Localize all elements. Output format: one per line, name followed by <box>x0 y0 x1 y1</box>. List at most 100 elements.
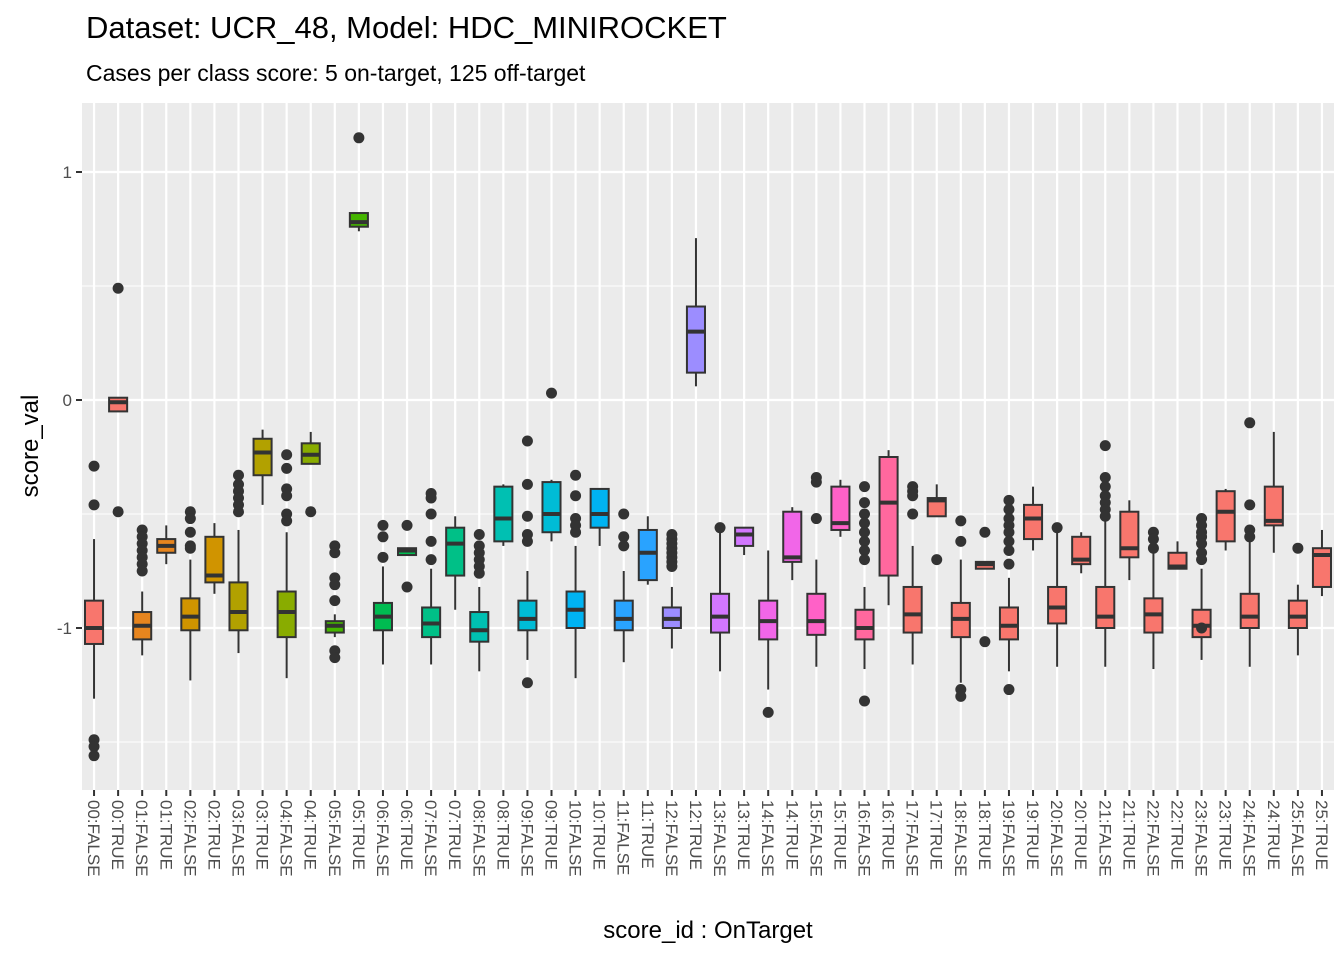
outlier-point <box>233 506 244 518</box>
outlier-point <box>1196 554 1208 566</box>
box-01:TRUE <box>156 525 177 565</box>
x-tick-label: 11:FALSE <box>614 800 633 875</box>
box-15:FALSE <box>806 472 827 667</box>
outlier-point <box>810 476 822 488</box>
outlier-point <box>521 510 533 522</box>
x-tick-label: 12:FALSE <box>662 800 681 877</box>
box-iqr <box>108 396 129 413</box>
x-tick-label: 16:TRUE <box>879 800 898 870</box>
outlier-point <box>353 132 365 144</box>
box-iqr <box>180 597 201 632</box>
outlier-point <box>618 508 630 520</box>
axes: 1 0 -1 00:FALSE 00:TRUE 01:FALSE 01:TRUE 02:FAL… <box>57 163 1331 877</box>
outlier-point <box>184 526 196 538</box>
box-iqr <box>637 528 658 582</box>
outlier-point <box>521 677 533 689</box>
x-tick-label: 21:FALSE <box>1095 800 1114 877</box>
box-11:TRUE <box>637 516 658 585</box>
box-05:TRUE <box>348 132 369 232</box>
outlier-point <box>281 449 293 461</box>
box-iqr <box>806 592 827 636</box>
outlier-point <box>1003 684 1015 696</box>
box-20:TRUE <box>1071 532 1092 574</box>
outlier-point <box>1003 526 1015 538</box>
x-tick-label: 17:TRUE <box>927 800 946 870</box>
box-iqr <box>734 526 755 547</box>
box-13:FALSE <box>710 522 731 672</box>
x-tick-label: 03:FALSE <box>229 800 248 877</box>
box-00:FALSE <box>84 460 105 762</box>
chart-subtitle: Cases per class score: 5 on-target, 125 … <box>86 60 586 86</box>
x-axis-title: score_id : OnTarget <box>603 917 813 944</box>
box-04:TRUE <box>300 431 321 518</box>
x-tick-label: 08:TRUE <box>493 800 512 870</box>
outlier-point <box>1099 440 1111 452</box>
x-tick-label: 19:TRUE <box>1023 800 1042 870</box>
outlier-point <box>1244 499 1256 511</box>
box-iqr <box>493 485 514 543</box>
outlier-point <box>329 579 341 591</box>
outlier-point <box>859 526 870 538</box>
box-08:FALSE <box>469 529 490 672</box>
outlier-point <box>859 535 870 547</box>
outlier-point <box>570 526 582 538</box>
box-13:TRUE <box>734 526 755 556</box>
x-tick-label: 22:FALSE <box>1143 800 1162 877</box>
box-10:TRUE <box>589 487 610 546</box>
outlier-point <box>425 535 437 547</box>
box-08:TRUE <box>493 484 514 546</box>
box-iqr <box>445 526 466 577</box>
box-21:TRUE <box>1119 500 1140 581</box>
x-tick-label: 13:TRUE <box>734 800 753 870</box>
box-iqr <box>348 212 369 228</box>
outlier-point <box>1003 535 1015 547</box>
outlier-point <box>859 481 870 493</box>
box-iqr <box>878 456 899 577</box>
outlier-point <box>618 531 630 543</box>
box-iqr <box>1215 490 1236 543</box>
outlier-point <box>473 567 485 579</box>
x-tick-label: 04:TRUE <box>301 800 320 870</box>
outlier-point <box>136 565 148 577</box>
box-16:FALSE <box>854 481 875 707</box>
outlier-point <box>570 490 582 502</box>
y-tick-label: 1 <box>63 163 72 182</box>
box-iqr <box>1287 599 1308 630</box>
box-09:FALSE <box>517 435 538 689</box>
outlier-point <box>521 478 533 490</box>
x-tick-label: 03:TRUE <box>253 800 272 870</box>
box-iqr <box>1023 503 1044 541</box>
box-05:FALSE <box>324 540 345 664</box>
x-tick-label: 01:TRUE <box>156 800 175 870</box>
outlier-point <box>1051 522 1063 534</box>
box-iqr <box>541 481 562 534</box>
box-iqr <box>1047 585 1068 625</box>
x-tick-label: 10:FALSE <box>566 800 585 877</box>
outlier-point <box>1003 558 1015 570</box>
outlier-point <box>1003 544 1015 556</box>
outlier-point <box>979 636 991 648</box>
x-tick-label: 16:FALSE <box>855 800 874 877</box>
outlier-point <box>955 690 967 702</box>
box-07:TRUE <box>445 516 466 610</box>
outlier-point <box>859 508 870 520</box>
box-06:TRUE <box>397 519 418 593</box>
outlier-point <box>425 554 437 566</box>
box-iqr <box>685 305 706 374</box>
outlier-point <box>859 695 870 707</box>
outlier-point <box>907 508 919 520</box>
box-24:FALSE <box>1239 417 1260 667</box>
box-09:TRUE <box>541 387 562 542</box>
outlier-point <box>859 544 870 556</box>
box-25:FALSE <box>1287 542 1308 656</box>
x-tick-label: 05:FALSE <box>325 800 344 877</box>
box-iqr <box>926 497 947 518</box>
box-iqr <box>84 599 105 645</box>
outlier-point <box>184 513 196 525</box>
x-tick-label: 18:TRUE <box>975 800 994 870</box>
outlier-point <box>1147 542 1159 554</box>
x-tick-label: 06:FALSE <box>373 800 392 877</box>
outlier-point <box>1003 494 1015 506</box>
outlier-point <box>810 513 822 525</box>
outlier-point <box>859 497 870 509</box>
